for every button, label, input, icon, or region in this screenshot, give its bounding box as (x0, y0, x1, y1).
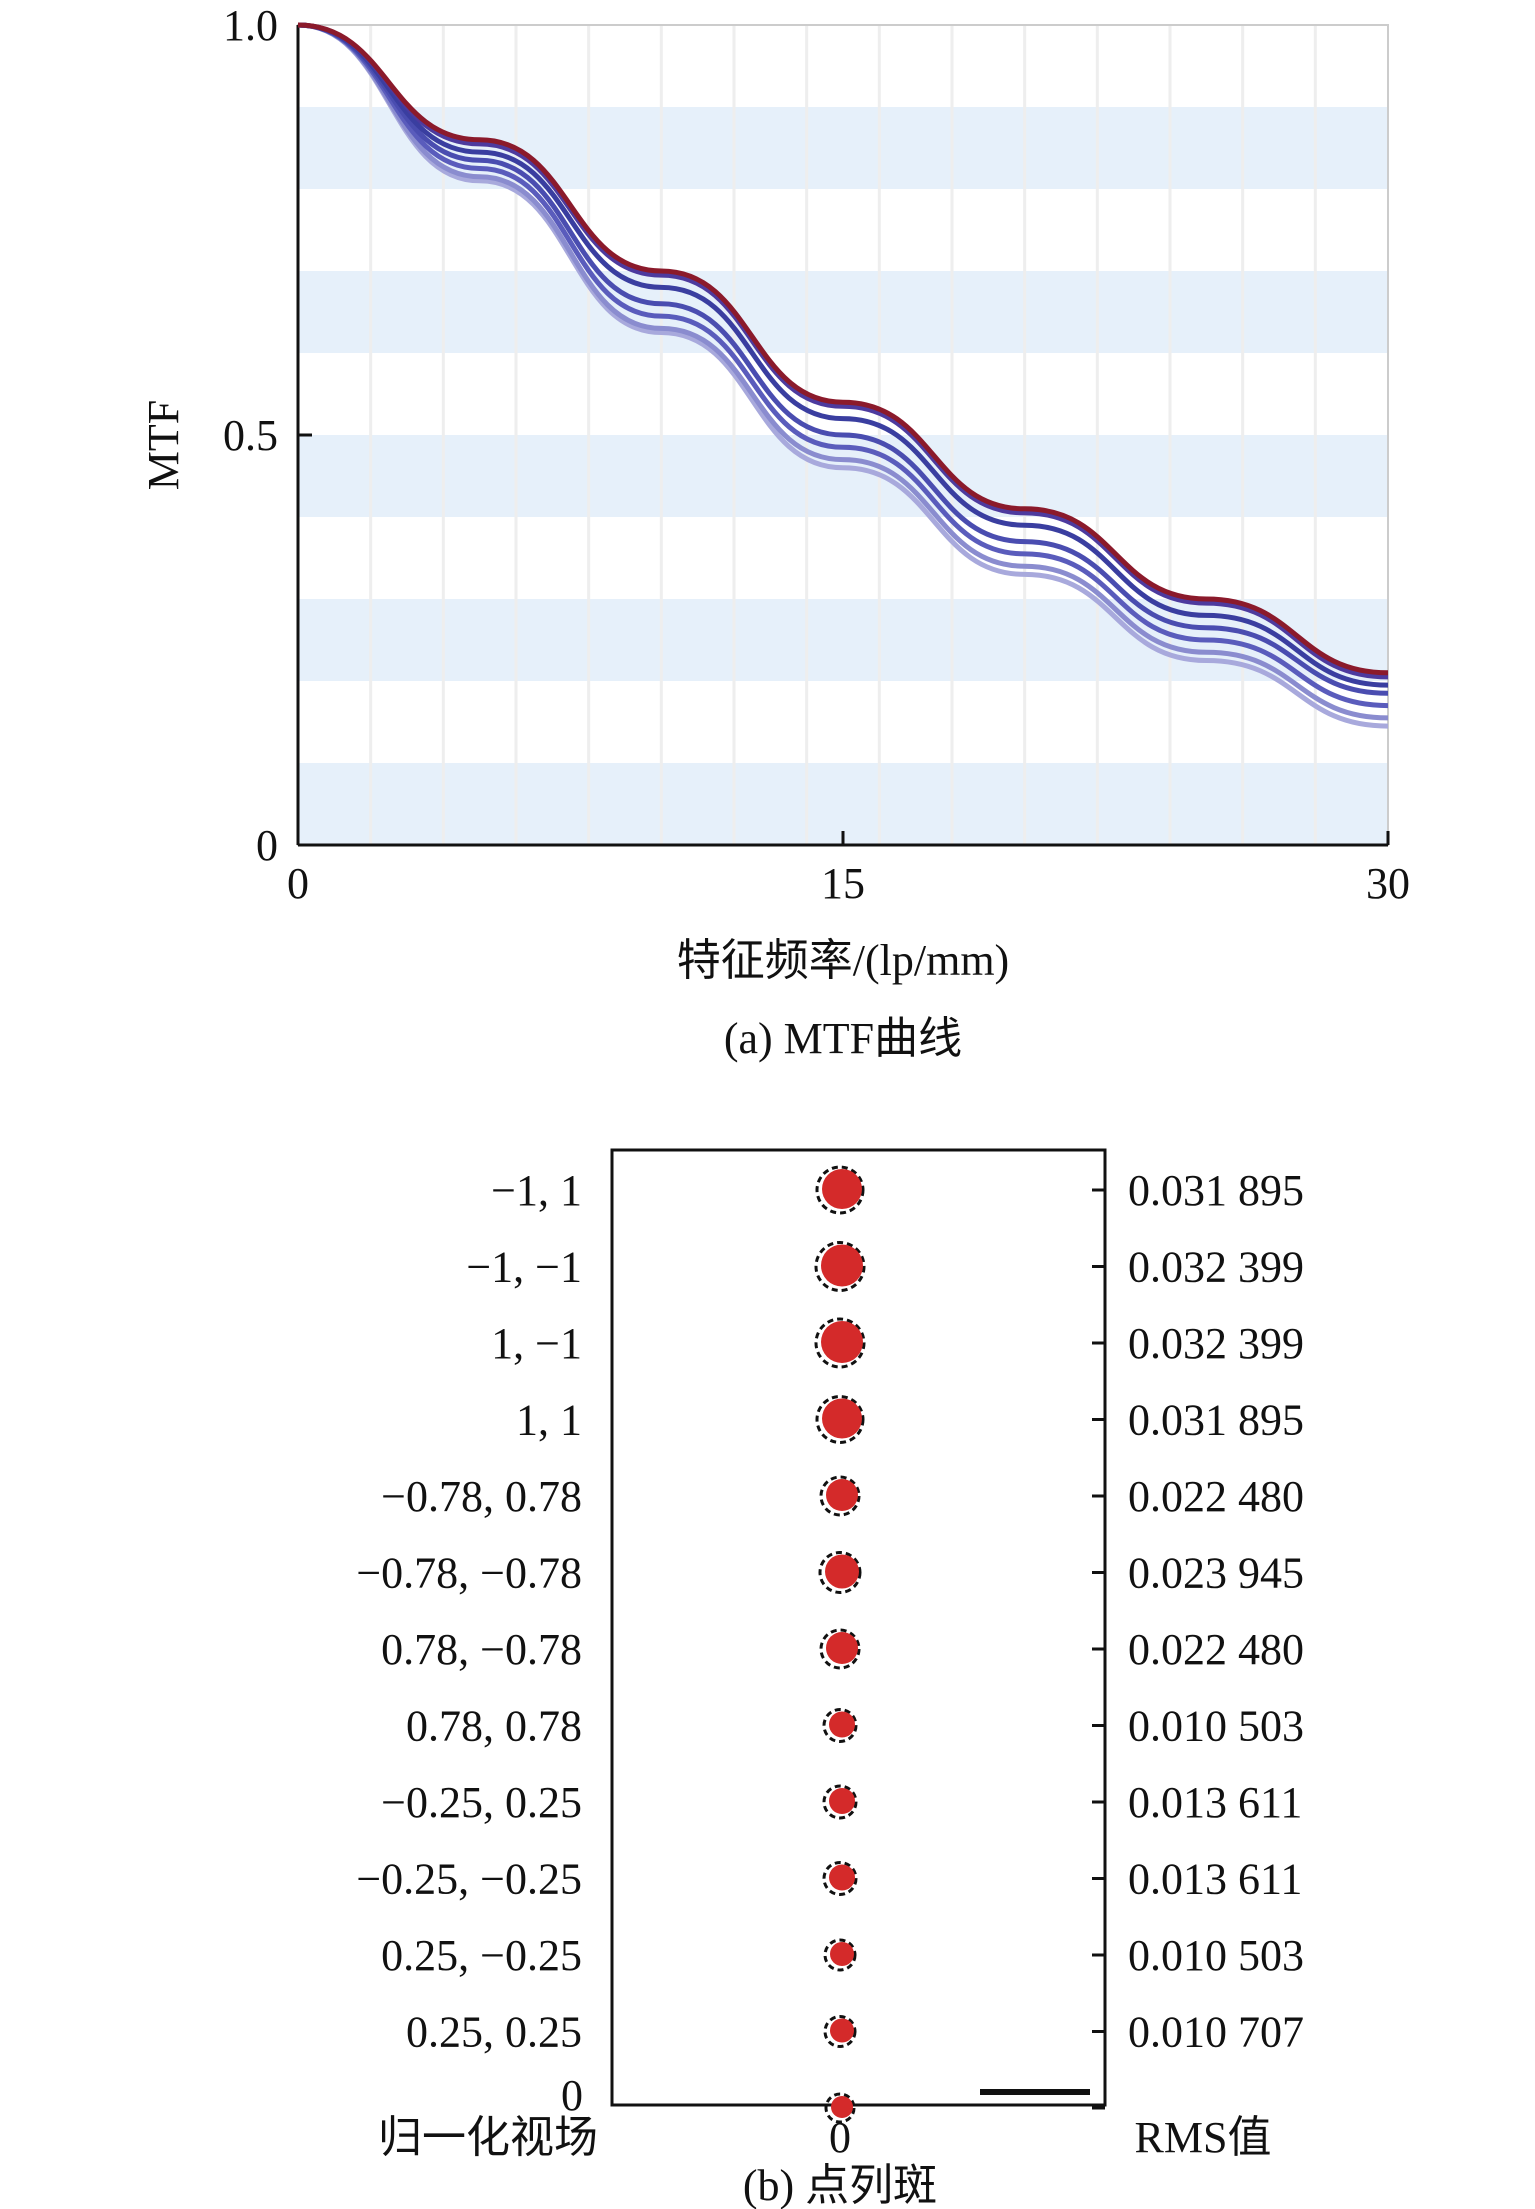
spot-blob (830, 1942, 854, 1966)
spot-rms-label: 0.013 611 (1128, 1778, 1302, 1827)
spot-frame (610, 1148, 1107, 2107)
mtf-background-bands (298, 107, 1388, 845)
spot-row: −0.25, −0.25 0.013 611 (356, 1855, 1302, 1904)
spot-rms-label: 0.010 707 (1128, 2008, 1304, 2057)
spot-blob (826, 1632, 858, 1664)
spot-row: 0.25, 0.25 0.010 707 (406, 2008, 1304, 2057)
spot-outline (819, 1475, 861, 1517)
mtf-xtick-label: 30 (1366, 859, 1410, 908)
spot-blob (829, 1711, 855, 1738)
spot-field-label: 0.78, −0.78 (381, 1625, 582, 1674)
spot-row: 1, −1 0.032 399 (491, 1317, 1304, 1369)
mtf-series-line-5 (297, 22, 1389, 721)
spot-row: 0.25, −0.25 0.010 503 (381, 1931, 1304, 1980)
spot-rms-label: 0.013 611 (1128, 1855, 1302, 1904)
spot-row: 0.78, 0.78 0.010 503 (406, 1702, 1304, 1751)
spot-blob (821, 1244, 863, 1287)
spot-rms-label: 0.010 503 (1128, 1931, 1304, 1980)
spot-ticks (1092, 1188, 1105, 2110)
spot-right-title: RMS值 (1135, 2113, 1272, 2162)
spot-outline (815, 1165, 865, 1215)
mtf-series-line-1 (297, 22, 1389, 680)
spot-field-label: −0.78, −0.78 (356, 1549, 582, 1598)
mtf-ylabel: MTF (139, 400, 188, 490)
mtf-xlabel: 特征频率/(lp/mm) (677, 936, 1009, 985)
spot-outline (819, 1628, 861, 1670)
spot-row: −0.25, 0.25 0.013 611 (381, 1778, 1302, 1827)
mtf-band-3 (298, 271, 1388, 353)
spot-blob (825, 1554, 859, 1589)
spot-outline (824, 2092, 856, 2124)
mtf-xtick-label: 15 (821, 859, 865, 908)
spot-rms-label: 0.031 895 (1128, 1396, 1304, 1445)
spot-diagram: −1, 1 0.031 895 −1, −1 0.032 399 1, −1 0.032 … (356, 1148, 1304, 2209)
spot-field-label: −0.78, 0.78 (381, 1472, 582, 1521)
mtf-ytick-label: 0.5 (223, 411, 278, 460)
mtf-caption: (a) MTF曲线 (724, 1014, 962, 1063)
spot-outline (822, 1708, 858, 1743)
spot-rms-label: 0.032 399 (1128, 1319, 1304, 1368)
spot-field-label: −0.25, 0.25 (381, 1778, 582, 1827)
mtf-vertical-gridlines (369, 25, 1317, 845)
spot-left-title: 归一化视场 (378, 2112, 598, 2163)
spot-outline (814, 1317, 866, 1369)
mtf-series-line-2 (297, 22, 1389, 688)
spot-rms-label: 0.032 399 (1128, 1243, 1304, 1292)
spot-field-label: 0.25, 0.25 (406, 2008, 582, 2057)
mtf-ytick-label: 1.0 (223, 1, 278, 50)
spot-field-label: 1, 1 (516, 1396, 582, 1445)
spot-bottom-left-label: 0 (561, 2071, 583, 2120)
spot-blob (831, 2096, 853, 2118)
spot-outline (815, 1395, 865, 1444)
mtf-series-line-0 (297, 22, 1389, 676)
spot-row: −1, −1 0.032 399 (466, 1241, 1304, 1292)
mtf-ticks: 0 15 30 0 0.5 1.0 (223, 1, 1410, 908)
spot-blob (829, 1864, 855, 1891)
spot-rms-label: 0.022 480 (1128, 1472, 1304, 1521)
spot-caption: (b) 点列斑 (743, 2161, 937, 2209)
spot-outline (823, 1938, 857, 1972)
mtf-ytick-label: 0 (256, 821, 278, 870)
mtf-series-line-6 (297, 22, 1389, 729)
spot-field-label: −0.25, −0.25 (356, 1855, 582, 1904)
spot-row: 1, 1 0.031 895 (516, 1395, 1304, 1445)
spot-rows: −1, 1 0.031 895 −1, −1 0.032 399 1, −1 0.032 … (356, 1165, 1304, 2124)
spot-outline (822, 1784, 858, 1820)
spot-field-label: 0.78, 0.78 (406, 1702, 582, 1751)
spot-rms-label: 0.023 945 (1128, 1549, 1304, 1598)
spot-field-label: −1, −1 (466, 1243, 582, 1292)
spot-row: −1, 1 0.031 895 (491, 1165, 1304, 1215)
spot-blob (826, 1479, 858, 1511)
spot-blob (829, 1788, 855, 1814)
spot-blob (830, 2018, 854, 2043)
spot-outline (818, 1551, 862, 1594)
spot-outline (822, 1861, 858, 1896)
spot-field-label: −1, 1 (491, 1166, 582, 1215)
mtf-series-line-4 (297, 22, 1389, 709)
spot-rms-label: 0.031 895 (1128, 1166, 1304, 1215)
mtf-series-line-3 (297, 22, 1389, 696)
spot-outline (823, 2015, 857, 2048)
spot-blob (822, 1398, 862, 1439)
spot-row (824, 2092, 856, 2124)
spot-row: 0.78, −0.78 0.022 480 (381, 1625, 1304, 1674)
spot-row: −0.78, −0.78 0.023 945 (356, 1549, 1304, 1598)
spot-rms-label: 0.022 480 (1128, 1625, 1304, 1674)
spot-blob (821, 1321, 863, 1363)
spot-center-label: 0 (829, 2113, 851, 2162)
spot-field-label: 1, −1 (491, 1319, 582, 1368)
mtf-series-lines (297, 22, 1389, 729)
spot-rms-label: 0.010 503 (1128, 1702, 1304, 1751)
spot-field-label: 0.25, −0.25 (381, 1931, 582, 1980)
mtf-xtick-label: 0 (287, 859, 309, 908)
spot-blob (822, 1169, 862, 1209)
spot-outline (814, 1241, 866, 1292)
spot-row: −0.78, 0.78 0.022 480 (381, 1472, 1304, 1521)
mtf-chart: 0 15 30 0 0.5 1.0 MTF 特征频率/(lp/mm) (a) MTF曲线 (139, 1, 1410, 1063)
